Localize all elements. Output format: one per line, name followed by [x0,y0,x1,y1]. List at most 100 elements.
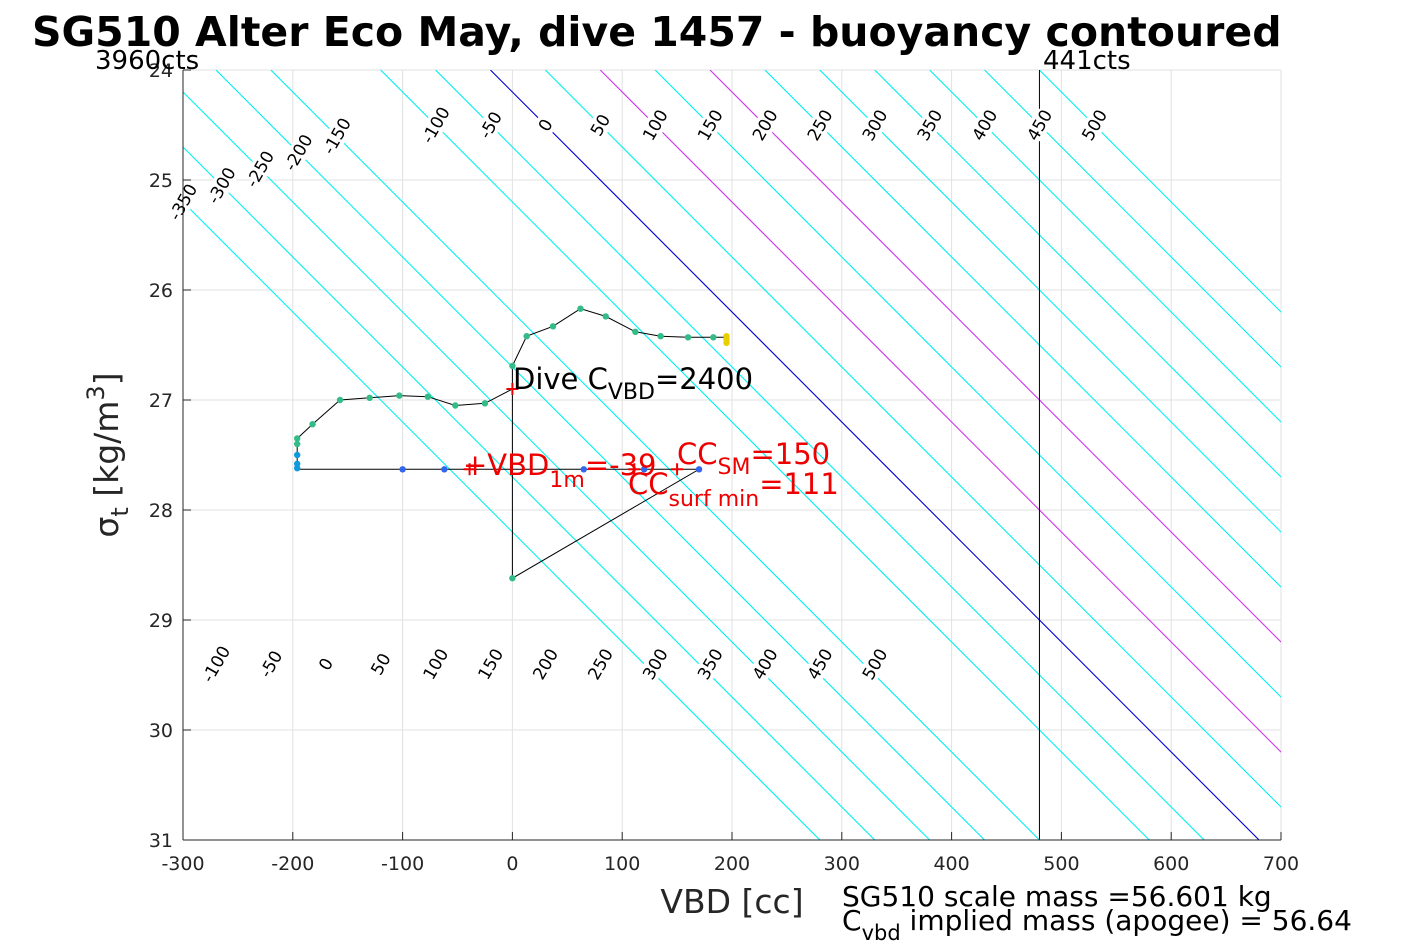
contour-label-bottom-bg [694,646,726,682]
svg-text:σt [kg/m3]: σt [kg/m3] [82,372,134,537]
vbd-post: =-39 [585,448,657,482]
plus-marker [671,463,684,476]
contour-label-top-bg [913,107,946,143]
data-point [293,465,301,472]
data-point [481,400,489,407]
dive-cvbd-annotation: Dive CVBD=2400 [513,362,753,405]
contour-label-top-bg [321,118,353,154]
y-label-units: [kg/m [87,401,126,508]
x-tick-label: 700 [1263,853,1299,875]
plus-marker [628,463,641,476]
contour-label-bottom-bg [804,646,836,682]
data-point [293,460,301,467]
contour-label-bottom-bg [859,646,891,682]
ccsm-pre: CC [677,437,718,471]
plus-marker [463,463,476,476]
ccsurf-sub: surf min [669,487,760,512]
implied-sub: vbd [862,921,901,945]
y-label-sup: 3 [82,385,110,400]
contour-label-top-bg [804,107,836,143]
cc-sm-annotation: CCSM=150 [677,437,830,480]
contour-label-top-bg [419,107,452,143]
contour-line [435,70,1205,840]
contour-line [599,70,1281,753]
contour-label-bottom-bg [255,646,287,682]
y-tick-label: 25 [149,170,173,192]
vbd-pre: +VBD [463,448,549,482]
data-point [632,328,639,335]
dive-pre: Dive C [513,362,608,396]
data-point [396,392,403,399]
y-tick-label: 27 [149,390,173,412]
contour-label-bottom-bg [364,646,397,682]
contour-label-top-bg [694,107,726,143]
data-point [684,334,692,341]
contour-label-bottom-bg [639,646,671,682]
y-tick-label: 31 [149,830,173,852]
contour-label-bottom-bg [310,646,342,682]
data-point [509,362,516,370]
data-point [710,334,717,341]
data-point [293,440,301,448]
contour-line [380,70,1150,840]
data-points [293,305,730,582]
x-tick-label: 300 [824,853,860,875]
y-label-sigma: σ [87,517,126,538]
data-point [509,575,516,582]
data-point [293,435,301,442]
ccsurf-pre: CC [628,467,669,501]
ccsm-post: =150 [750,437,830,471]
contour-label-top-bg [205,168,238,203]
axis-ticks: -300 -200 -100 0 100 200 300 400 500 600 700 24 25 26… [149,60,1299,875]
chart-title: SG510 Alter Eco May, dive 1457 - buoyanc… [32,8,1282,56]
top-right-count: 441cts [1043,46,1131,76]
y-tick-label: 28 [149,500,173,522]
contour-line [215,70,985,840]
contour-label-bottom-bg [584,646,616,682]
y-tick-label: 24 [149,60,173,82]
y-tick-label: 29 [149,610,173,632]
contour-line [183,146,876,840]
x-tick-label: 400 [933,853,969,875]
contour-label-bottom-bg [749,646,781,682]
data-point [523,333,530,340]
contour-line [819,70,1281,533]
data-point [657,333,664,340]
data-point [549,323,557,330]
contour-label-top-bg [968,107,1001,143]
data-point [723,339,730,346]
y-label-sub: t [106,507,134,516]
vbd-sub: 1m [549,468,584,493]
contour-line [544,70,1281,808]
contour-label-top-bg [749,107,781,143]
contour-label-top-bg [282,135,314,170]
data-point [441,466,448,473]
data-point [293,451,301,459]
contour-label-top-bg [244,151,276,187]
plus-marker [506,383,519,395]
x-tick-label: -200 [271,853,314,875]
dive-sub: VBD [608,380,655,405]
track-line [296,308,727,580]
x-tick-label: 500 [1043,853,1079,875]
data-point [424,393,432,400]
x-tick-label: 100 [604,853,640,875]
x-tick-label: 200 [714,853,750,875]
data-point [695,466,703,473]
buoyancy-contours [183,70,1281,840]
cc-surf-min-annotation: CCsurf min=111 [628,467,839,512]
contour-line [183,91,931,840]
dive-track [296,308,727,580]
data-point [452,402,459,409]
implied-mass-text: Cvbd implied mass (apogee) = 56.64 [842,904,1352,945]
contour-line [1039,70,1281,313]
contour-label-top-bg [639,107,671,143]
contour-line [984,70,1281,368]
data-point [640,466,648,473]
y-label-close: ] [87,372,126,385]
contour-label-bottom-bg [200,646,232,682]
data-point [309,421,316,428]
x-tick-label: 0 [506,853,518,875]
x-axis-label: VBD [cc] [660,882,803,921]
